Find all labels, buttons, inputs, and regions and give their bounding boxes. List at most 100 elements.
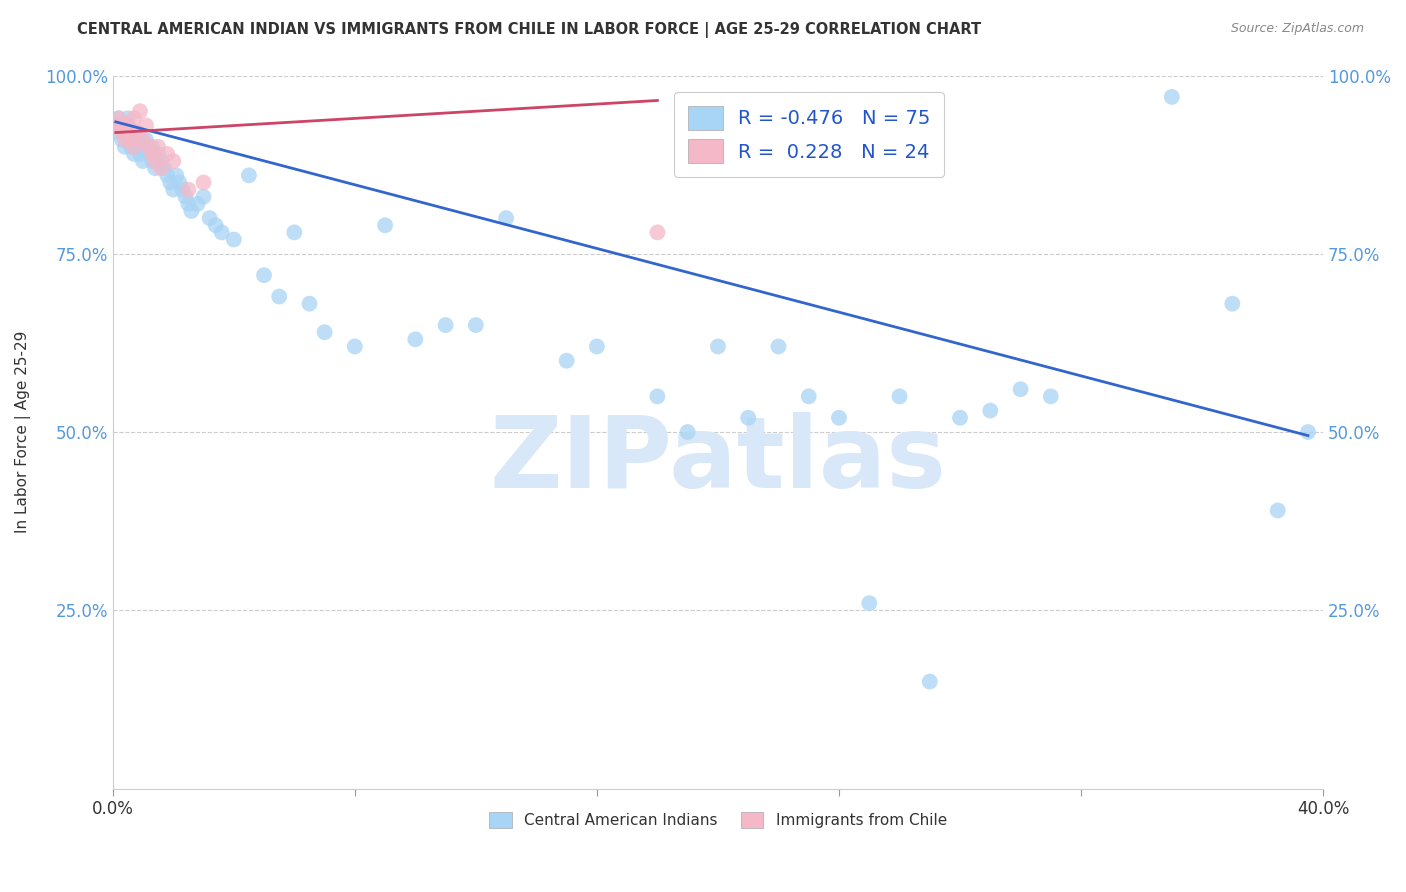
Point (343, 339, 366, 353)
Point (138, 140, 160, 154)
Point (979, 403, 1001, 417)
Point (586, 339, 609, 353)
Point (104, 119, 127, 133)
Point (141, 154, 163, 169)
Point (222, 233, 245, 247)
Point (111, 119, 134, 133)
Point (107, 112, 129, 126)
Point (169, 176, 191, 190)
Point (204, 219, 226, 233)
Point (253, 268, 276, 282)
Point (676, 425, 699, 439)
Point (122, 140, 145, 154)
Point (159, 176, 181, 190)
Point (555, 353, 578, 368)
Point (129, 133, 152, 147)
Point (114, 133, 136, 147)
Point (495, 211, 517, 226)
Point (1296, 425, 1319, 439)
Point (298, 296, 321, 310)
Point (120, 140, 142, 154)
Point (111, 119, 134, 133)
Point (111, 133, 134, 147)
Point (949, 410, 972, 425)
Point (111, 126, 134, 140)
Point (269, 289, 291, 303)
Point (211, 226, 233, 240)
Point (125, 126, 148, 140)
Point (889, 389, 911, 403)
Text: CENTRAL AMERICAN INDIAN VS IMMIGRANTS FROM CHILE IN LABOR FORCE | AGE 25-29 CORR: CENTRAL AMERICAN INDIAN VS IMMIGRANTS FR… (77, 22, 981, 38)
Point (464, 318, 486, 332)
Point (177, 183, 200, 197)
Point (143, 154, 166, 169)
Point (404, 332, 426, 346)
Point (374, 219, 396, 233)
Legend: Central American Indians, Immigrants from Chile: Central American Indians, Immigrants fro… (482, 806, 953, 834)
Point (162, 183, 184, 197)
Point (135, 119, 157, 133)
Point (177, 197, 200, 211)
Point (122, 147, 145, 161)
Point (314, 325, 336, 339)
Point (156, 169, 179, 183)
Point (150, 154, 173, 169)
Point (138, 147, 160, 161)
Point (172, 183, 194, 197)
Point (135, 133, 157, 147)
Point (141, 147, 163, 161)
Point (1039, 389, 1062, 403)
Point (193, 176, 215, 190)
Point (107, 126, 129, 140)
Point (150, 161, 173, 176)
Text: ZIPatlas: ZIPatlas (489, 412, 946, 509)
Point (143, 161, 166, 176)
Point (132, 133, 155, 147)
Point (129, 104, 152, 119)
Point (125, 126, 148, 140)
Point (1010, 382, 1032, 396)
Point (125, 140, 148, 154)
Point (198, 211, 221, 226)
Point (122, 112, 145, 126)
Point (141, 140, 163, 154)
Point (107, 112, 129, 126)
Point (1160, 90, 1182, 104)
Point (156, 147, 179, 161)
Point (129, 147, 152, 161)
Point (117, 126, 139, 140)
Point (1222, 296, 1244, 310)
Point (146, 147, 169, 161)
Point (193, 190, 215, 204)
Point (1267, 503, 1289, 517)
Point (858, 596, 880, 610)
Point (120, 126, 142, 140)
Point (153, 161, 176, 176)
Point (737, 410, 759, 425)
Point (117, 119, 139, 133)
Y-axis label: In Labor Force | Age 25-29: In Labor Force | Age 25-29 (15, 331, 31, 533)
Point (162, 154, 184, 169)
Point (132, 140, 155, 154)
Point (120, 133, 142, 147)
Point (647, 226, 669, 240)
Point (180, 204, 202, 219)
Point (104, 119, 127, 133)
Point (238, 169, 260, 183)
Point (122, 133, 145, 147)
Point (768, 339, 790, 353)
Point (918, 674, 941, 689)
Point (114, 126, 136, 140)
Point (283, 226, 305, 240)
Point (797, 389, 820, 403)
Point (146, 140, 169, 154)
Point (117, 112, 139, 126)
Point (117, 133, 139, 147)
Point (707, 339, 730, 353)
Text: Source: ZipAtlas.com: Source: ZipAtlas.com (1230, 22, 1364, 36)
Point (647, 389, 669, 403)
Point (828, 410, 851, 425)
Point (165, 169, 187, 183)
Point (174, 190, 197, 204)
Point (117, 119, 139, 133)
